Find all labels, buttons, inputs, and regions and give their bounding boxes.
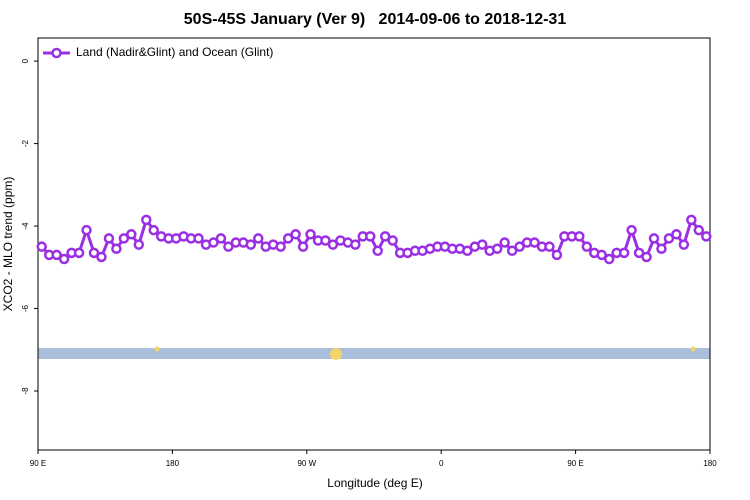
x-tick-label: 0	[439, 459, 444, 468]
series-marker	[544, 241, 555, 252]
coverage-spot	[154, 346, 160, 352]
series-marker	[223, 241, 234, 252]
legend-marker	[51, 47, 62, 59]
series-marker	[350, 239, 361, 250]
series-marker	[387, 235, 398, 246]
x-tick-label: 90 E	[30, 459, 46, 468]
series-marker	[141, 214, 152, 226]
series-marker	[701, 231, 712, 242]
series-marker	[648, 233, 660, 244]
series-marker	[633, 247, 645, 259]
y-axis-label: XCO2 - MLO trend (ppm)	[1, 177, 15, 312]
series-marker	[282, 233, 294, 244]
series-marker	[327, 239, 339, 250]
y-tick-label: -2	[21, 139, 30, 147]
series-marker	[297, 241, 309, 252]
series-marker	[678, 239, 690, 250]
series-marker	[693, 224, 705, 236]
series-marker	[581, 241, 593, 252]
series-marker	[81, 224, 92, 236]
y-tick-label: 0	[21, 58, 30, 63]
series-marker	[663, 233, 675, 244]
series-marker	[208, 237, 219, 248]
series-marker	[133, 239, 145, 250]
series-marker	[686, 214, 697, 226]
series-marker	[671, 229, 682, 240]
x-axis-label: Longitude (deg E)	[327, 476, 422, 490]
series-marker	[253, 233, 264, 244]
series-marker	[126, 229, 137, 240]
coverage-spot	[690, 346, 696, 352]
series-marker	[320, 235, 331, 246]
series-marker	[88, 247, 100, 259]
series-marker	[618, 247, 630, 259]
series-marker	[379, 231, 391, 242]
series-marker	[36, 241, 47, 252]
x-tick-label: 90 E	[567, 459, 583, 468]
y-tick-label: -6	[21, 304, 30, 312]
series-marker	[462, 245, 473, 257]
y-tick-label: -8	[21, 387, 30, 395]
legend-label: Land (Nadir&Glint) and Ocean (Glint)	[76, 45, 273, 59]
y-tick-label: -4	[21, 222, 30, 230]
series-marker	[551, 249, 563, 261]
series-marker	[626, 224, 637, 236]
series-marker	[193, 233, 204, 244]
series-marker	[603, 253, 615, 265]
coverage-spot	[330, 348, 342, 360]
series-marker	[365, 231, 376, 242]
series-marker	[491, 243, 503, 254]
series-marker	[118, 233, 130, 244]
x-tick-label: 90 W	[297, 459, 316, 468]
series-marker	[96, 251, 107, 263]
chart-title: 50S-45S January (Ver 9) 2014-09-06 to 20…	[184, 11, 567, 28]
x-tick-label: 180	[166, 459, 180, 468]
series-marker	[290, 229, 301, 240]
series-marker	[73, 247, 85, 259]
series-marker	[372, 245, 383, 257]
series-marker	[148, 224, 159, 236]
series-marker	[215, 233, 227, 244]
series-marker	[51, 249, 62, 261]
series-marker	[514, 241, 525, 252]
series-marker	[656, 243, 667, 254]
series-marker	[305, 229, 316, 240]
x-tick-label: 180	[703, 459, 717, 468]
series-marker	[275, 241, 286, 252]
series-marker	[111, 243, 122, 254]
series-marker	[529, 237, 540, 248]
series-marker	[477, 239, 488, 250]
series-marker	[58, 253, 70, 265]
series-marker	[245, 239, 257, 250]
series-marker	[499, 237, 510, 248]
series-marker	[596, 249, 607, 261]
series-marker	[641, 251, 652, 263]
coverage-band	[38, 348, 710, 359]
series-marker	[574, 231, 585, 242]
series-marker	[506, 245, 518, 257]
series-marker	[103, 233, 115, 244]
